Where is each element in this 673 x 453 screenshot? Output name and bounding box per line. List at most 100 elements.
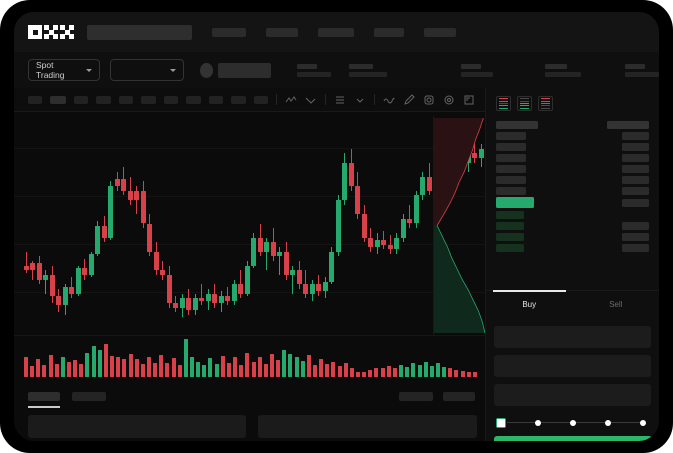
trading-pair-select[interactable] <box>110 59 185 81</box>
total-field[interactable] <box>494 384 651 406</box>
tab-buy[interactable]: Buy <box>486 290 573 318</box>
volume-bar <box>73 359 78 377</box>
volume-bar <box>110 356 115 377</box>
volume-bar <box>48 355 53 377</box>
market-stat-1 <box>349 63 387 77</box>
volume-bar <box>349 367 354 377</box>
volume-bar <box>294 357 299 377</box>
volume-bar <box>435 363 440 377</box>
timeframe-5[interactable] <box>141 95 156 104</box>
amount-percent-stepper[interactable] <box>496 416 650 430</box>
stepper-step-3[interactable] <box>605 420 611 426</box>
volume-bar <box>245 353 250 377</box>
volume-bar <box>442 367 447 377</box>
nav-item-0[interactable] <box>212 27 246 37</box>
volume-bar <box>36 358 41 377</box>
timeframe-8[interactable] <box>209 95 223 104</box>
volume-bar <box>140 364 145 377</box>
order-book-ask-row[interactable] <box>496 174 649 185</box>
orders-action-1[interactable] <box>443 391 475 401</box>
nav-item-4[interactable] <box>424 27 456 37</box>
volume-bar <box>24 357 28 377</box>
fib-retracement-icon[interactable] <box>334 94 346 106</box>
amount-field[interactable] <box>494 355 651 377</box>
stepper-step-1[interactable] <box>535 420 541 426</box>
timeframe-10[interactable] <box>254 95 268 104</box>
volume-chart[interactable] <box>14 335 485 383</box>
volume-bar <box>368 369 373 377</box>
timeframe-1[interactable] <box>50 95 66 104</box>
timeframe-2[interactable] <box>74 95 88 104</box>
orderbook-both-icon[interactable] <box>496 96 511 111</box>
spot-trading-dropdown[interactable]: Spot Trading <box>28 59 100 81</box>
chevron-down-icon <box>170 68 177 72</box>
timeframe-4[interactable] <box>119 95 133 104</box>
order-book-bid-row[interactable] <box>496 242 649 253</box>
volume-bar <box>85 353 90 377</box>
timeframe-9[interactable] <box>231 95 246 104</box>
volume-bar <box>362 371 367 377</box>
volume-bar <box>282 349 287 377</box>
trend-line-icon[interactable] <box>285 94 297 106</box>
logo-k-glyph <box>44 25 58 39</box>
orders-row-1[interactable] <box>258 415 477 438</box>
volume-bar <box>399 365 404 377</box>
fullscreen-icon[interactable] <box>463 94 475 106</box>
order-book-bid-row[interactable] <box>496 209 649 220</box>
timeframe-3[interactable] <box>96 95 111 104</box>
price-field[interactable] <box>494 326 651 348</box>
stepper-step-0[interactable] <box>496 418 506 428</box>
pencil-icon[interactable] <box>403 93 415 106</box>
volume-bar <box>128 354 133 377</box>
order-book-mid-price-row[interactable] <box>496 196 649 209</box>
chevron-down-icon <box>86 68 92 72</box>
logo-square-glyph <box>28 25 42 39</box>
volume-bar <box>319 358 324 377</box>
tab-order-history[interactable] <box>72 391 106 401</box>
volume-bar <box>134 358 139 377</box>
order-book-ask-row[interactable] <box>496 185 649 196</box>
magnet-icon[interactable] <box>443 94 455 106</box>
stepper-step-2[interactable] <box>570 420 576 426</box>
orders-row-0[interactable] <box>28 415 246 438</box>
nav-item-3[interactable] <box>374 27 404 37</box>
spot-trading-label: Spot Trading <box>36 60 65 80</box>
place-buy-order-button[interactable] <box>494 436 652 441</box>
volume-bar <box>257 357 262 377</box>
volume-bar <box>337 366 342 377</box>
orderbook-asks-icon[interactable] <box>538 96 553 111</box>
order-book-bid-row[interactable] <box>496 231 649 242</box>
ray-line-icon[interactable] <box>305 94 317 106</box>
order-book-ask-row[interactable] <box>496 141 649 152</box>
timeframe-0[interactable] <box>28 95 42 104</box>
volume-series <box>24 339 479 377</box>
candle-series <box>24 112 485 335</box>
nav-item-2[interactable] <box>318 27 354 37</box>
volume-bar <box>300 360 305 377</box>
orders-action-0[interactable] <box>399 391 433 401</box>
timeframe-6[interactable] <box>164 95 178 104</box>
volume-bar <box>239 365 244 377</box>
search-input[interactable] <box>87 24 192 40</box>
tab-open-orders[interactable] <box>28 391 60 408</box>
stepper-step-4[interactable] <box>640 420 646 426</box>
order-book-ask-row[interactable] <box>496 130 649 141</box>
order-book-ask-row[interactable] <box>496 163 649 174</box>
timeframe-7[interactable] <box>186 95 201 104</box>
volume-bar <box>374 367 379 377</box>
order-entry-form <box>486 320 659 419</box>
nav-item-1[interactable] <box>266 27 298 37</box>
market-sub-toolbar: Spot Trading <box>14 52 659 88</box>
order-book-bid-row[interactable] <box>496 220 649 231</box>
wave-icon[interactable] <box>383 94 395 106</box>
shapes-icon[interactable] <box>423 94 435 106</box>
candlestick-chart[interactable] <box>14 112 485 335</box>
tab-sell[interactable]: Sell <box>609 300 623 309</box>
orderbook-bids-icon[interactable] <box>517 96 532 111</box>
market-stat-0 <box>297 63 331 77</box>
volume-bar <box>183 339 188 377</box>
order-book-ask-row[interactable] <box>496 152 649 163</box>
volume-bar <box>54 364 59 377</box>
chevron-down-icon[interactable] <box>354 94 366 106</box>
okx-logo[interactable] <box>28 25 74 40</box>
